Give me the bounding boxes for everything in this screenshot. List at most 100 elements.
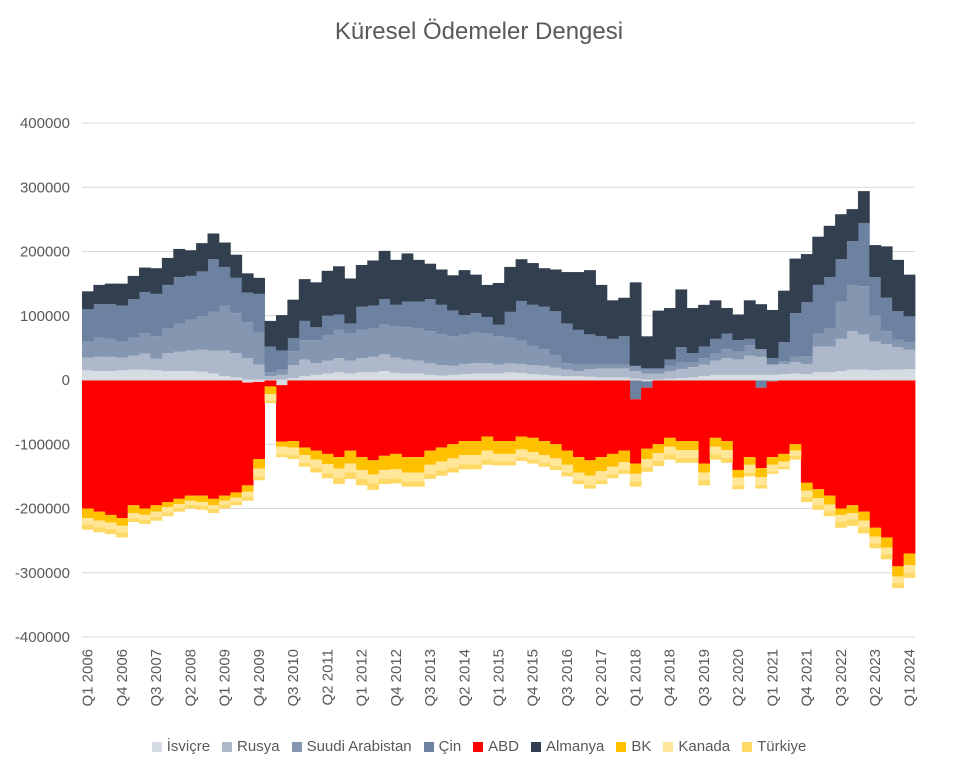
bar-i̇sviçre <box>196 371 208 380</box>
bar-kanada <box>367 474 380 484</box>
bar-bk <box>264 386 277 395</box>
bar-abd <box>196 380 208 496</box>
bar-almanya <box>698 304 711 347</box>
bar-bk <box>755 468 768 478</box>
bar-kanada <box>606 466 619 475</box>
bar-almanya <box>709 300 722 339</box>
bar-i̇sviçre <box>287 378 300 380</box>
bar-almanya <box>469 274 482 314</box>
bar-suudi-arabistan <box>675 362 688 370</box>
bar-bk <box>447 444 459 459</box>
bar-almanya <box>641 336 653 369</box>
bar-kanada <box>572 472 585 481</box>
bar-çin <box>390 304 402 327</box>
bar-rusya <box>241 358 254 380</box>
bar-i̇sviçre <box>606 377 619 380</box>
y-tick-label: -300000 <box>15 565 70 582</box>
chart-title: Küresel Ödemeler Dengesi <box>334 18 624 45</box>
bar-abd <box>401 380 414 458</box>
bar-suudi-arabistan <box>641 368 653 374</box>
bar-suudi-arabistan <box>321 335 334 361</box>
bar-suudi-arabistan <box>584 363 596 370</box>
bar-kanada <box>903 565 916 573</box>
bar-i̇sviçre <box>561 376 574 380</box>
bar-suudi-arabistan <box>857 286 870 335</box>
bar-almanya <box>424 263 437 300</box>
bar-kanada <box>139 514 151 521</box>
bar-kanada <box>584 475 596 485</box>
bar-rusya <box>629 371 642 379</box>
bar-türkiye <box>161 512 174 517</box>
bar-suudi-arabistan <box>139 333 151 354</box>
bar-türkiye <box>527 459 539 464</box>
bar-almanya <box>869 245 882 278</box>
bar-rusya <box>310 363 323 375</box>
bar-suudi-arabistan <box>549 354 562 368</box>
bar-almanya <box>846 209 859 242</box>
bar-rusya <box>116 357 129 371</box>
x-tick-label: Q4 2021 <box>799 649 816 707</box>
bar-abd <box>572 380 585 458</box>
bar-kanada <box>287 447 300 456</box>
bar-rusya <box>641 373 653 380</box>
bar-türkiye <box>618 469 631 474</box>
bar-bk <box>675 441 688 451</box>
bar-bk <box>298 447 311 456</box>
bar-almanya <box>321 270 334 316</box>
bar-i̇sviçre <box>424 374 437 380</box>
bar-suudi-arabistan <box>264 372 277 377</box>
bar-suudi-arabistan <box>652 368 665 374</box>
legend-swatch <box>423 742 434 753</box>
bar-bk <box>458 441 471 456</box>
bar-bk <box>104 514 117 523</box>
bar-kanada <box>390 469 402 479</box>
bar-abd <box>424 380 437 451</box>
bar-kanada <box>458 455 471 465</box>
bar-suudi-arabistan <box>378 324 391 355</box>
bar-rusya <box>618 368 631 378</box>
bar-almanya <box>857 191 870 224</box>
bar-almanya <box>378 250 391 300</box>
bar-abd <box>435 380 448 448</box>
bar-rusya <box>458 363 471 375</box>
bar-abd <box>686 380 699 442</box>
legend-label: İsviçre <box>166 738 211 755</box>
bar-i̇sviçre <box>150 370 163 380</box>
bar-abd <box>515 380 528 437</box>
bar-rusya <box>663 371 676 379</box>
bar-bk <box>367 460 380 475</box>
bar-abd <box>355 380 368 458</box>
bar-kanada <box>253 468 265 477</box>
legend-label: Suudi Arabistan <box>306 738 412 755</box>
bar-abd <box>721 380 733 442</box>
bar-rusya <box>778 363 790 375</box>
bar-türkiye <box>447 467 459 473</box>
bar-türkiye <box>800 496 813 503</box>
bar-rusya <box>561 369 574 377</box>
bar-kanada <box>538 455 551 463</box>
bar-suudi-arabistan <box>663 365 676 372</box>
bar-almanya <box>504 266 517 312</box>
bar-bk <box>344 450 357 464</box>
bar-çin <box>686 353 699 363</box>
bar-suudi-arabistan <box>82 341 94 358</box>
bar-almanya <box>789 258 802 314</box>
bar-kanada <box>344 463 357 473</box>
bar-bk <box>880 537 893 548</box>
bar-bk <box>184 495 197 501</box>
bar-bk <box>835 508 847 515</box>
bar-i̇sviçre <box>82 370 94 380</box>
bar-i̇sviçre <box>892 369 904 380</box>
bar-çin <box>104 304 117 339</box>
bar-bk <box>333 457 345 469</box>
legend-item: Rusya <box>222 738 280 755</box>
legend-label: Almanya <box>546 738 605 755</box>
bar-almanya <box>264 320 277 347</box>
bar-rusya <box>675 369 688 379</box>
bar-çin <box>275 350 288 370</box>
bar-suudi-arabistan <box>492 336 505 365</box>
bar-bk <box>606 453 619 467</box>
bar-suudi-arabistan <box>527 345 539 366</box>
bar-abd <box>218 380 231 496</box>
